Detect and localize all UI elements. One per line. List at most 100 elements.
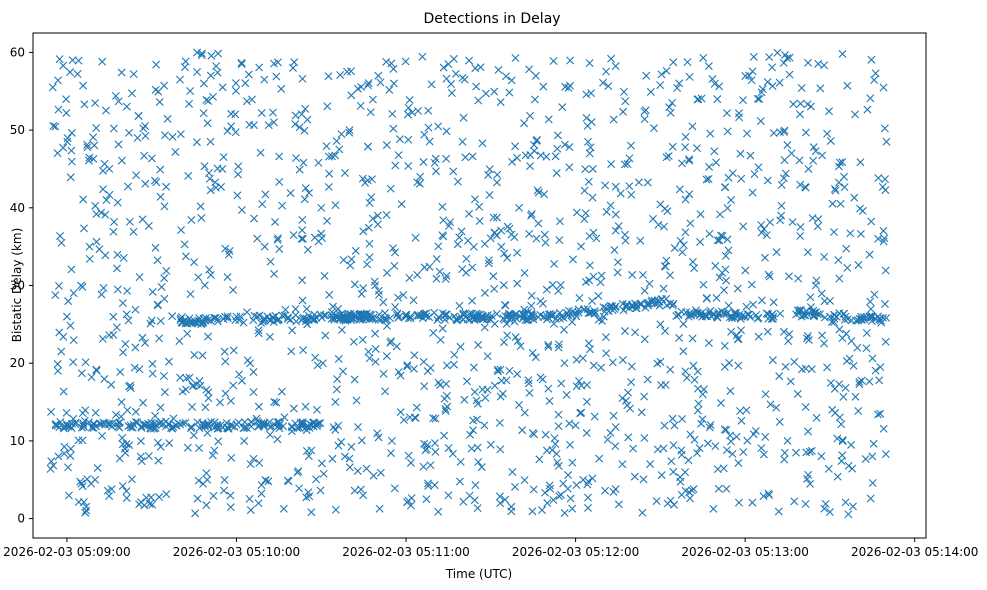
detection-point bbox=[73, 69, 82, 78]
detection-point bbox=[53, 149, 62, 158]
detection-point bbox=[125, 382, 134, 391]
detection-point bbox=[842, 329, 851, 338]
detection-point bbox=[299, 346, 308, 355]
detection-point bbox=[74, 498, 83, 507]
detection-point bbox=[114, 97, 123, 106]
detection-point bbox=[155, 493, 164, 502]
detection-point bbox=[511, 54, 520, 63]
detection-point bbox=[761, 253, 769, 262]
detection-point bbox=[842, 244, 851, 253]
detection-point bbox=[550, 259, 559, 268]
detection-point bbox=[358, 335, 367, 344]
detection-point bbox=[334, 304, 343, 313]
detection-point bbox=[673, 84, 682, 92]
detection-point bbox=[288, 423, 297, 432]
detection-point bbox=[513, 153, 522, 162]
detection-point bbox=[131, 343, 140, 352]
detection-point bbox=[440, 311, 449, 320]
detection-point bbox=[755, 95, 764, 104]
detection-point bbox=[529, 485, 538, 494]
detection-point bbox=[404, 135, 413, 144]
detection-point bbox=[465, 56, 474, 65]
detection-point bbox=[734, 498, 743, 507]
x-axis-label: Time (UTC) bbox=[445, 567, 512, 581]
detection-point bbox=[367, 175, 376, 184]
detection-point bbox=[406, 458, 415, 467]
detection-point bbox=[681, 367, 690, 376]
detection-point bbox=[683, 58, 692, 67]
detection-point bbox=[726, 431, 735, 440]
detection-point bbox=[156, 403, 165, 412]
chart-title: Detections in Delay bbox=[423, 11, 560, 27]
detection-point bbox=[79, 419, 88, 428]
detection-point bbox=[674, 311, 683, 320]
detection-point bbox=[595, 454, 604, 463]
detection-point bbox=[445, 313, 454, 322]
detection-point bbox=[98, 185, 107, 194]
detection-point bbox=[165, 439, 174, 448]
detection-point bbox=[242, 423, 251, 432]
detection-point bbox=[350, 486, 359, 495]
detection-point bbox=[132, 171, 141, 180]
detection-point bbox=[195, 424, 204, 433]
detection-point bbox=[140, 151, 149, 160]
detection-point bbox=[130, 363, 139, 372]
detection-point bbox=[320, 271, 329, 280]
detection-point bbox=[681, 132, 690, 141]
detection-point bbox=[847, 336, 856, 345]
detection-point bbox=[121, 339, 130, 348]
detection-point bbox=[365, 239, 374, 248]
detection-point bbox=[880, 124, 889, 133]
detection-point bbox=[160, 294, 169, 303]
detection-point bbox=[515, 203, 524, 212]
detection-point bbox=[513, 337, 522, 346]
detection-point bbox=[364, 347, 373, 356]
detection-point bbox=[352, 396, 361, 405]
detection-point bbox=[454, 314, 463, 323]
detection-point bbox=[734, 458, 743, 467]
detection-point bbox=[271, 217, 280, 226]
detection-point bbox=[148, 359, 157, 368]
detection-point bbox=[382, 314, 391, 323]
detection-point bbox=[186, 87, 195, 96]
detection-point bbox=[556, 281, 565, 290]
detection-point bbox=[492, 309, 501, 318]
detection-point bbox=[300, 195, 309, 204]
detection-point bbox=[221, 312, 230, 321]
detection-point bbox=[60, 449, 69, 458]
detection-point bbox=[105, 331, 114, 340]
detection-point bbox=[688, 257, 697, 266]
detection-point bbox=[284, 313, 293, 322]
detection-point bbox=[87, 373, 96, 382]
detection-point bbox=[364, 223, 373, 232]
detection-point bbox=[113, 285, 122, 294]
detection-point bbox=[257, 489, 266, 498]
detection-point bbox=[424, 481, 433, 490]
detection-point bbox=[189, 431, 198, 440]
detection-point bbox=[191, 509, 200, 518]
detection-point bbox=[750, 170, 759, 179]
detection-point bbox=[781, 362, 790, 371]
detection-point bbox=[609, 115, 618, 124]
detection-point bbox=[67, 128, 76, 137]
detection-point bbox=[223, 312, 232, 321]
detection-point bbox=[520, 476, 529, 485]
detection-point bbox=[548, 280, 557, 289]
detection-point bbox=[136, 452, 145, 461]
detection-point bbox=[558, 103, 567, 112]
detection-point bbox=[823, 363, 832, 372]
detection-point bbox=[299, 158, 308, 167]
detection-point bbox=[303, 245, 312, 254]
detection-point bbox=[796, 222, 805, 231]
detection-point bbox=[226, 503, 235, 512]
detection-point bbox=[98, 334, 107, 343]
detection-point bbox=[704, 174, 713, 183]
detection-point bbox=[204, 332, 213, 341]
detection-point bbox=[193, 68, 202, 76]
detection-point bbox=[869, 439, 878, 448]
detection-point bbox=[218, 83, 227, 92]
detection-point bbox=[591, 308, 600, 317]
detection-point bbox=[100, 419, 109, 428]
detection-point bbox=[574, 308, 583, 317]
detection-point bbox=[312, 405, 321, 414]
